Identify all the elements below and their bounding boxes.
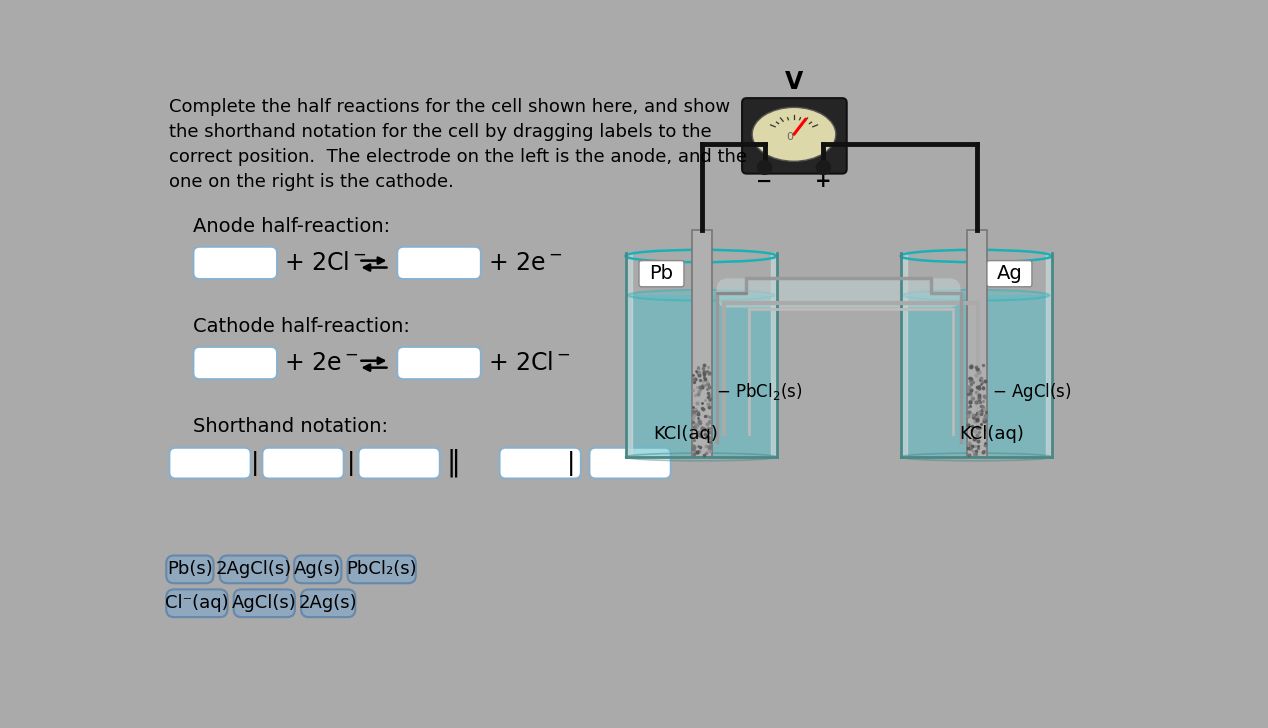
Text: + 2Cl$^-$: + 2Cl$^-$ <box>284 251 366 275</box>
Text: Ag: Ag <box>997 264 1022 283</box>
FancyBboxPatch shape <box>397 247 481 279</box>
Text: ‖: ‖ <box>446 449 460 478</box>
Ellipse shape <box>628 290 775 301</box>
Text: AgCl(s): AgCl(s) <box>232 594 297 612</box>
FancyBboxPatch shape <box>966 230 987 457</box>
Text: 2Ag(s): 2Ag(s) <box>299 594 358 612</box>
Text: KCl(aq): KCl(aq) <box>959 425 1025 443</box>
Text: |: | <box>567 451 574 475</box>
Text: 0: 0 <box>786 132 794 142</box>
FancyBboxPatch shape <box>359 448 440 478</box>
Text: + 2e$^-$: + 2e$^-$ <box>488 251 562 275</box>
FancyBboxPatch shape <box>639 261 683 287</box>
Circle shape <box>817 160 831 175</box>
FancyBboxPatch shape <box>692 230 711 457</box>
Text: Cathode half-reaction:: Cathode half-reaction: <box>194 317 411 336</box>
FancyBboxPatch shape <box>194 247 278 279</box>
Text: 2AgCl(s): 2AgCl(s) <box>216 561 292 578</box>
FancyBboxPatch shape <box>233 590 295 617</box>
Text: Complete the half reactions for the cell shown here, and show
the shorthand nota: Complete the half reactions for the cell… <box>170 98 747 191</box>
FancyBboxPatch shape <box>170 448 251 478</box>
FancyBboxPatch shape <box>397 347 481 379</box>
Text: Pb(s): Pb(s) <box>167 561 213 578</box>
FancyBboxPatch shape <box>987 261 1032 287</box>
FancyBboxPatch shape <box>166 555 213 583</box>
Ellipse shape <box>903 290 1050 301</box>
FancyBboxPatch shape <box>590 448 671 478</box>
Text: Pb: Pb <box>649 264 673 283</box>
Text: PbCl₂(s): PbCl₂(s) <box>346 561 417 578</box>
Text: −: − <box>757 172 772 191</box>
FancyBboxPatch shape <box>219 555 288 583</box>
Text: + 2Cl$^-$: + 2Cl$^-$ <box>488 351 571 375</box>
FancyBboxPatch shape <box>716 278 961 308</box>
Text: |: | <box>250 451 259 475</box>
Text: Shorthand notation:: Shorthand notation: <box>194 417 388 436</box>
Text: $-$ AgCl(s): $-$ AgCl(s) <box>992 381 1071 403</box>
FancyBboxPatch shape <box>294 555 341 583</box>
Text: + 2e$^-$: + 2e$^-$ <box>284 351 359 375</box>
Circle shape <box>757 160 771 175</box>
Text: Cl⁻(aq): Cl⁻(aq) <box>165 594 228 612</box>
FancyBboxPatch shape <box>262 448 344 478</box>
Text: +: + <box>815 172 832 191</box>
FancyBboxPatch shape <box>166 590 227 617</box>
FancyBboxPatch shape <box>194 347 278 379</box>
Text: $-$ PbCl$_2$(s): $-$ PbCl$_2$(s) <box>716 381 803 402</box>
FancyBboxPatch shape <box>500 448 581 478</box>
FancyBboxPatch shape <box>347 555 416 583</box>
Text: V: V <box>785 71 803 95</box>
FancyBboxPatch shape <box>628 296 775 457</box>
Text: Ag(s): Ag(s) <box>294 561 341 578</box>
Ellipse shape <box>752 108 836 162</box>
Text: |: | <box>346 451 355 475</box>
FancyBboxPatch shape <box>301 590 355 617</box>
Text: Anode half-reaction:: Anode half-reaction: <box>194 217 391 236</box>
FancyBboxPatch shape <box>742 98 847 173</box>
Text: KCl(aq): KCl(aq) <box>653 425 718 443</box>
FancyBboxPatch shape <box>903 296 1050 457</box>
